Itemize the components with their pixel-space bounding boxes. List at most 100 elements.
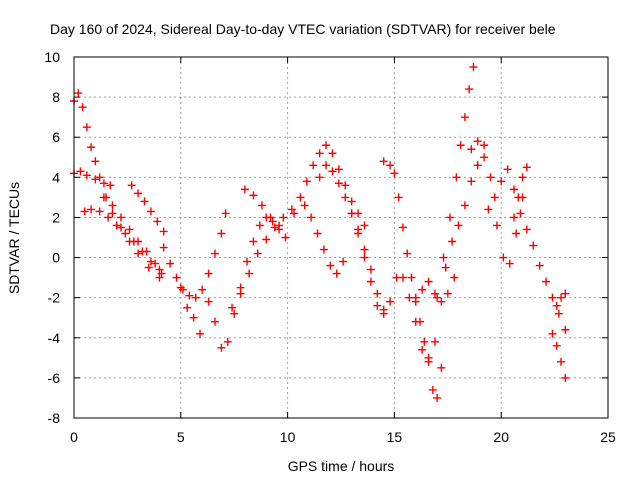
data-point — [245, 269, 254, 278]
data-points — [70, 63, 570, 402]
data-point — [430, 337, 439, 346]
data-point — [172, 273, 181, 282]
data-point — [183, 303, 192, 312]
data-point — [116, 223, 125, 232]
data-point — [548, 329, 557, 338]
data-point — [236, 289, 245, 298]
data-point — [467, 177, 476, 186]
data-point — [91, 157, 100, 166]
y-tick-label: 8 — [52, 89, 60, 105]
data-point — [223, 337, 232, 346]
data-point — [480, 153, 489, 162]
data-point — [518, 173, 527, 182]
data-point — [418, 345, 427, 354]
data-point — [313, 229, 322, 238]
data-point — [492, 221, 501, 230]
data-point — [460, 113, 469, 122]
data-point — [542, 277, 551, 286]
data-point — [87, 143, 96, 152]
data-point — [134, 237, 143, 246]
data-point — [166, 259, 175, 268]
y-tick-label: -2 — [48, 290, 61, 306]
data-point — [106, 181, 115, 190]
data-point — [108, 209, 117, 218]
x-tick-labels: 0 5 10 15 20 25 — [70, 429, 616, 445]
data-point — [217, 229, 226, 238]
data-point — [217, 343, 226, 352]
data-point — [424, 277, 433, 286]
data-point — [503, 165, 512, 174]
data-point — [360, 245, 369, 254]
data-point — [557, 357, 566, 366]
data-point — [322, 161, 331, 170]
data-point — [510, 213, 519, 222]
data-point — [153, 217, 162, 226]
data-point — [116, 213, 125, 222]
data-point — [366, 265, 375, 274]
data-point — [281, 233, 290, 242]
data-point — [127, 181, 136, 190]
data-point — [552, 341, 561, 350]
data-point — [456, 141, 465, 150]
x-tick-label: 5 — [177, 429, 185, 445]
data-point — [230, 309, 239, 318]
y-tick-label: 0 — [52, 250, 60, 266]
data-point — [221, 209, 230, 218]
data-point — [315, 149, 324, 158]
data-point — [322, 141, 331, 150]
data-point — [155, 273, 164, 282]
data-point — [341, 181, 350, 190]
data-point — [151, 259, 160, 268]
chart-title: Day 160 of 2024, Sidereal Day-to-day VTE… — [50, 21, 556, 37]
data-point — [142, 247, 151, 256]
data-point — [328, 149, 337, 158]
data-point — [379, 157, 388, 166]
y-tick-label: 2 — [52, 209, 60, 225]
data-point — [411, 293, 420, 302]
data-point — [360, 253, 369, 262]
data-point — [91, 175, 100, 184]
data-point — [529, 241, 538, 250]
data-point — [309, 161, 318, 170]
data-point — [253, 249, 262, 258]
data-point — [347, 209, 356, 218]
data-point — [326, 261, 335, 270]
data-point — [157, 269, 166, 278]
data-point — [554, 309, 563, 318]
data-point — [339, 257, 348, 266]
data-point — [465, 85, 474, 94]
data-point — [445, 213, 454, 222]
data-point — [257, 201, 266, 210]
data-point — [80, 207, 89, 216]
data-point — [522, 163, 531, 172]
data-point — [561, 325, 570, 334]
data-point — [112, 221, 121, 230]
data-point — [176, 283, 185, 292]
data-point — [134, 249, 143, 258]
data-point — [552, 301, 561, 310]
x-tick-label: 25 — [600, 429, 616, 445]
x-tick-label: 10 — [280, 429, 296, 445]
data-point — [189, 313, 198, 322]
data-point — [473, 137, 482, 146]
data-point — [514, 193, 523, 202]
data-point — [146, 207, 155, 216]
data-point — [104, 213, 113, 222]
data-point — [561, 373, 570, 382]
data-point — [319, 245, 328, 254]
data-point — [454, 221, 463, 230]
data-point — [448, 237, 457, 246]
data-point — [535, 261, 544, 270]
data-point — [140, 197, 149, 206]
data-point — [398, 223, 407, 232]
data-point — [497, 177, 506, 186]
data-point — [82, 171, 91, 180]
y-tick-label: -4 — [48, 330, 61, 346]
data-point — [185, 291, 194, 300]
data-point — [428, 385, 437, 394]
data-point — [430, 289, 439, 298]
data-point — [354, 225, 363, 234]
data-point — [87, 205, 96, 214]
